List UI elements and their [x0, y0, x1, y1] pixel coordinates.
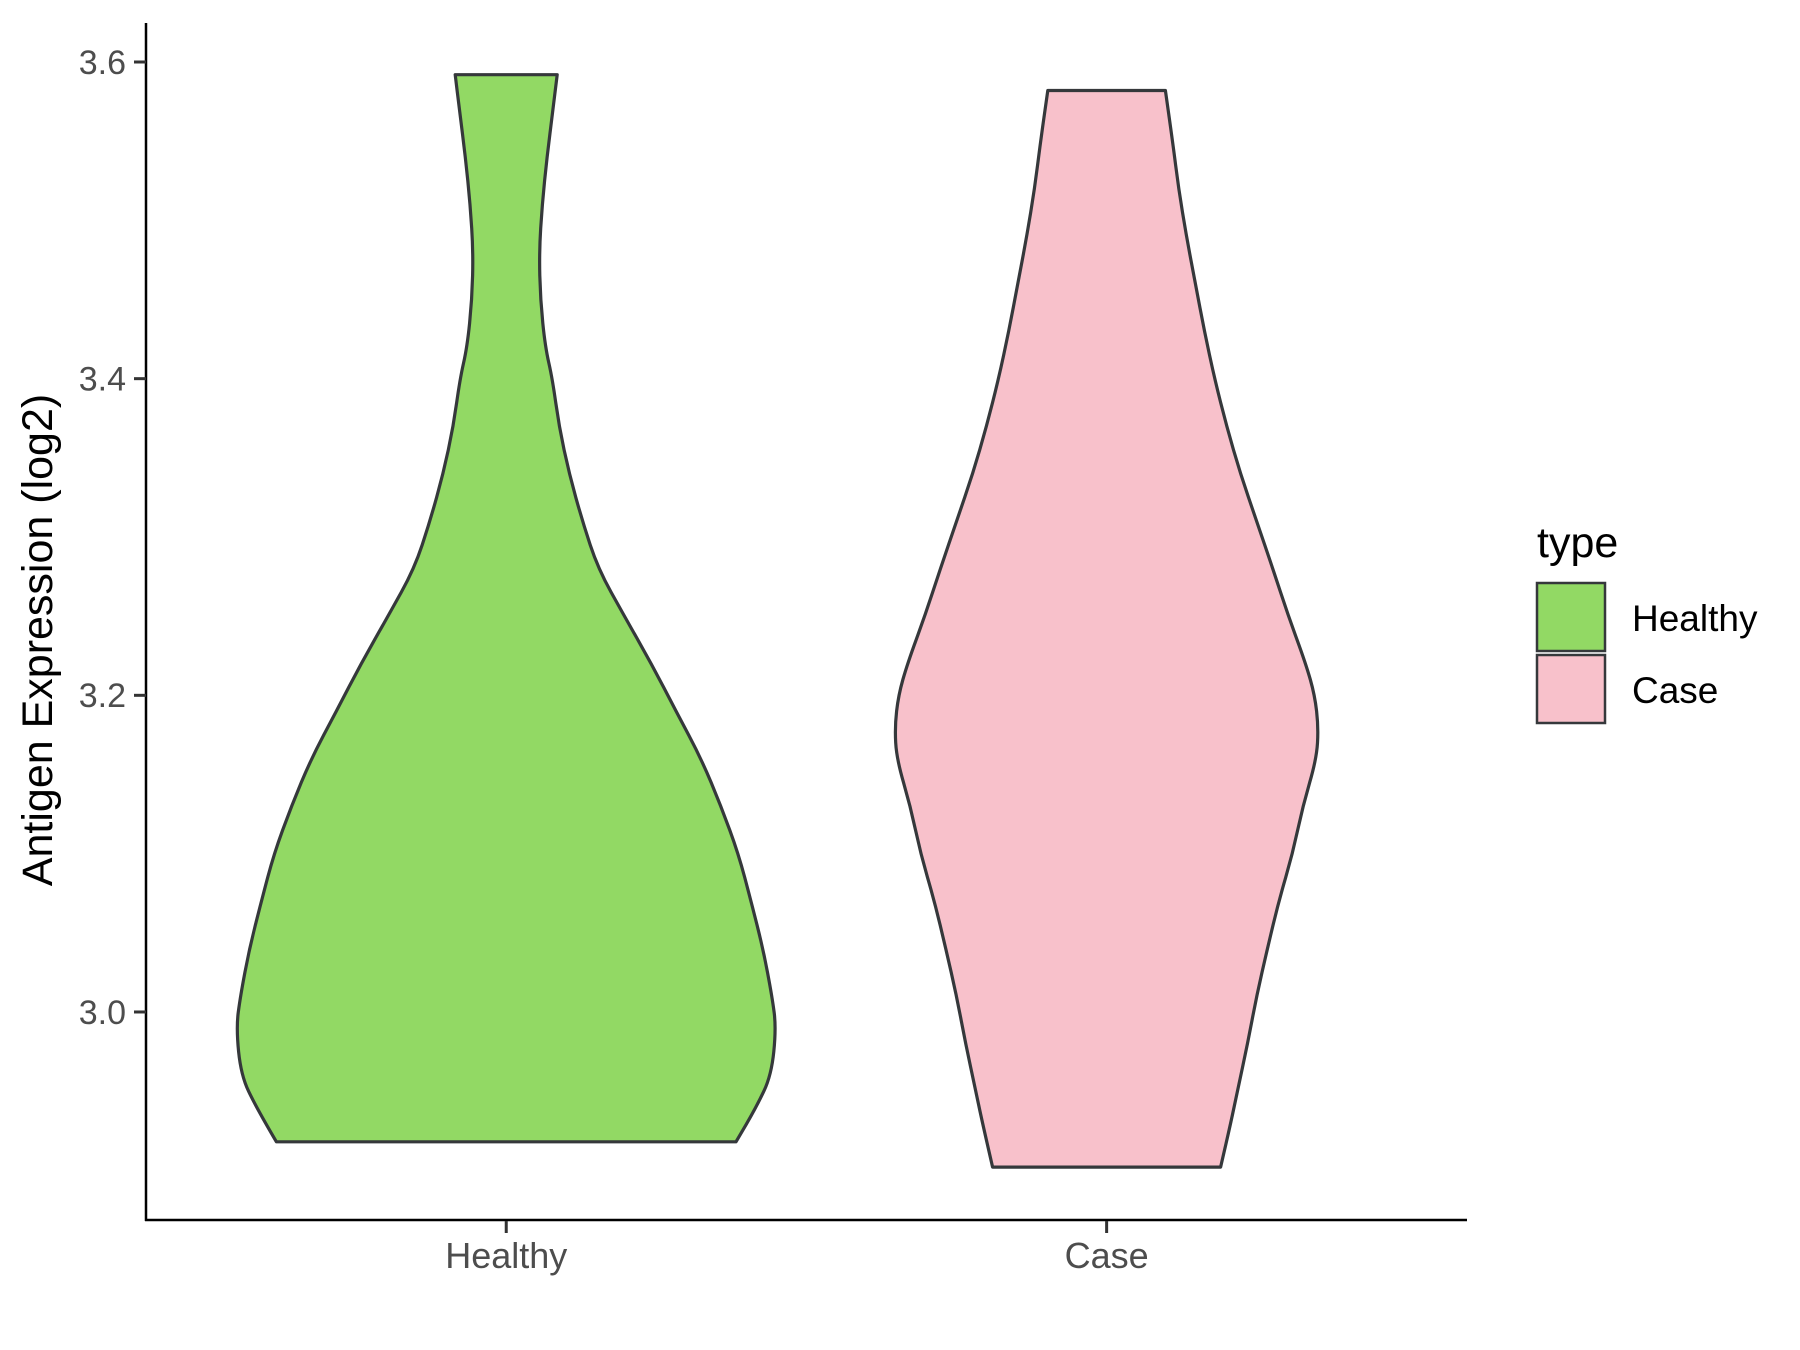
x-tick-label: Case	[1065, 1235, 1149, 1276]
y-axis-title: Antigen Expression (log2)	[14, 394, 62, 886]
legend: type Healthy Case	[1535, 519, 1758, 725]
violin-case	[893, 88, 1320, 1169]
legend-label-case: Case	[1632, 670, 1718, 711]
violin-healthy	[235, 73, 777, 1144]
legend-label-healthy: Healthy	[1632, 598, 1758, 639]
legend-key-case-swatch	[1535, 653, 1607, 725]
y-tick-label: 3.4	[79, 361, 126, 399]
legend-title: type	[1537, 519, 1618, 567]
x-tick-label: Healthy	[445, 1235, 567, 1276]
violins-group	[235, 73, 1320, 1169]
y-tick-label: 3.0	[79, 994, 126, 1032]
legend-key-healthy-swatch	[1535, 581, 1607, 653]
y-tick-label: 3.6	[79, 44, 126, 82]
y-tick-label: 3.2	[79, 677, 126, 715]
axis-ticks-group: 3.0 3.2 3.4 3.6 Healthy Case	[79, 44, 1149, 1276]
